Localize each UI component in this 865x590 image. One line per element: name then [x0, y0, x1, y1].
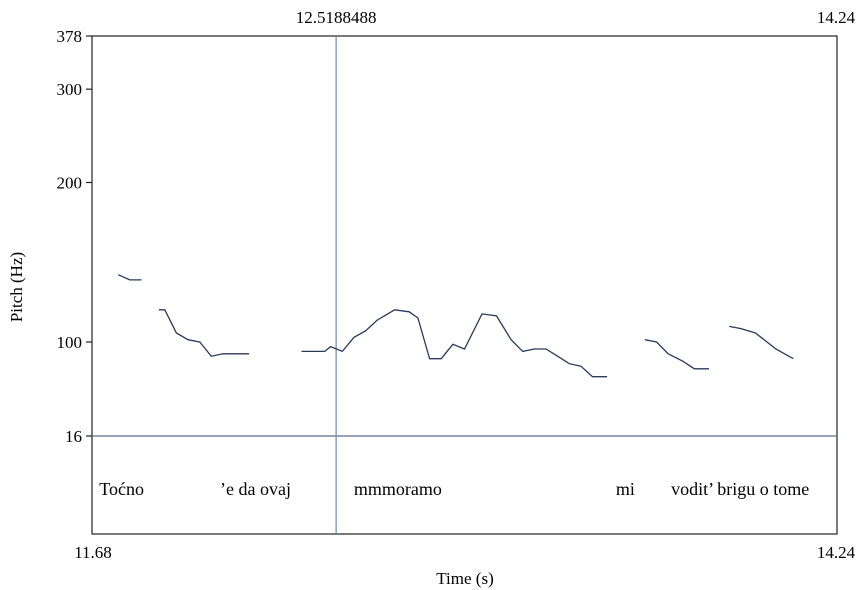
x-start-label: 11.68	[74, 543, 112, 562]
pitch-segment	[301, 309, 608, 378]
cursor-time-label: 12.5188488	[296, 8, 377, 27]
y-tick-label: 16	[65, 427, 82, 446]
interval-word: Toćno	[99, 479, 144, 499]
interval-word: mi	[616, 479, 635, 499]
y-tick-label: 100	[57, 333, 83, 352]
x-axis-label: Time (s)	[436, 569, 493, 588]
y-tick-label: 300	[57, 80, 83, 99]
y-axis-ticks: 378 300 200 100 16	[57, 27, 92, 446]
interval-word: vodit’ brigu o tome	[671, 479, 809, 499]
x-end-label: 14.24	[817, 543, 856, 562]
pitch-segment	[729, 325, 794, 360]
interval-tier: Toćno ’e da ovaj mmmoramo mi vodit’ brigu o …	[99, 479, 809, 499]
x-end-top-label: 14.24	[817, 8, 856, 27]
pitch-segment	[158, 309, 250, 357]
pitch-segment	[117, 274, 142, 281]
y-axis-label: Pitch (Hz)	[7, 252, 26, 322]
interval-word: mmmoramo	[354, 479, 442, 499]
plot-frame	[91, 35, 838, 535]
y-tick-label: 200	[57, 173, 83, 192]
y-tick-label: 378	[57, 27, 83, 46]
interval-word: ’e da ovaj	[220, 479, 291, 499]
pitch-contour	[117, 274, 794, 378]
pitch-segment	[644, 339, 709, 370]
